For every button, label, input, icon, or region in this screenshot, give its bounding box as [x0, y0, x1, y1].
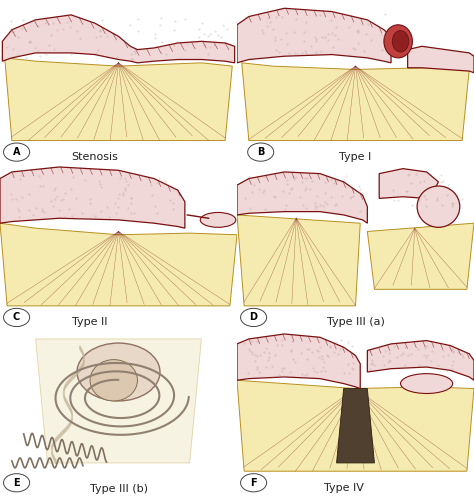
Circle shape: [240, 309, 266, 326]
Ellipse shape: [77, 343, 160, 401]
Polygon shape: [337, 388, 374, 463]
Circle shape: [3, 309, 29, 326]
Polygon shape: [237, 8, 391, 63]
Ellipse shape: [392, 31, 409, 52]
Polygon shape: [0, 167, 185, 228]
Text: Type IV: Type IV: [324, 483, 364, 493]
Circle shape: [247, 143, 274, 161]
Text: Type III (b): Type III (b): [90, 485, 147, 495]
Circle shape: [240, 474, 266, 492]
Polygon shape: [367, 223, 474, 289]
Text: Stenosis: Stenosis: [72, 152, 118, 162]
Ellipse shape: [200, 212, 236, 227]
Text: D: D: [250, 312, 257, 322]
Ellipse shape: [90, 360, 137, 401]
Circle shape: [3, 143, 29, 161]
Polygon shape: [2, 15, 235, 63]
Ellipse shape: [417, 186, 460, 227]
Polygon shape: [367, 341, 474, 380]
Ellipse shape: [401, 373, 453, 393]
Text: E: E: [13, 478, 20, 488]
Text: C: C: [13, 312, 20, 322]
Text: F: F: [250, 478, 257, 488]
Polygon shape: [5, 58, 232, 140]
Polygon shape: [242, 63, 469, 140]
Text: Type II: Type II: [73, 317, 108, 327]
Polygon shape: [0, 223, 237, 306]
Polygon shape: [237, 334, 360, 388]
Text: B: B: [257, 147, 264, 157]
Polygon shape: [379, 169, 438, 215]
Polygon shape: [237, 380, 474, 471]
Circle shape: [3, 474, 29, 492]
Text: Type I: Type I: [339, 152, 372, 162]
Text: Type III (a): Type III (a): [327, 317, 384, 327]
Ellipse shape: [384, 25, 412, 58]
Polygon shape: [408, 46, 474, 73]
Polygon shape: [237, 172, 367, 223]
Text: A: A: [13, 147, 20, 157]
Polygon shape: [237, 215, 360, 306]
Polygon shape: [36, 339, 201, 463]
